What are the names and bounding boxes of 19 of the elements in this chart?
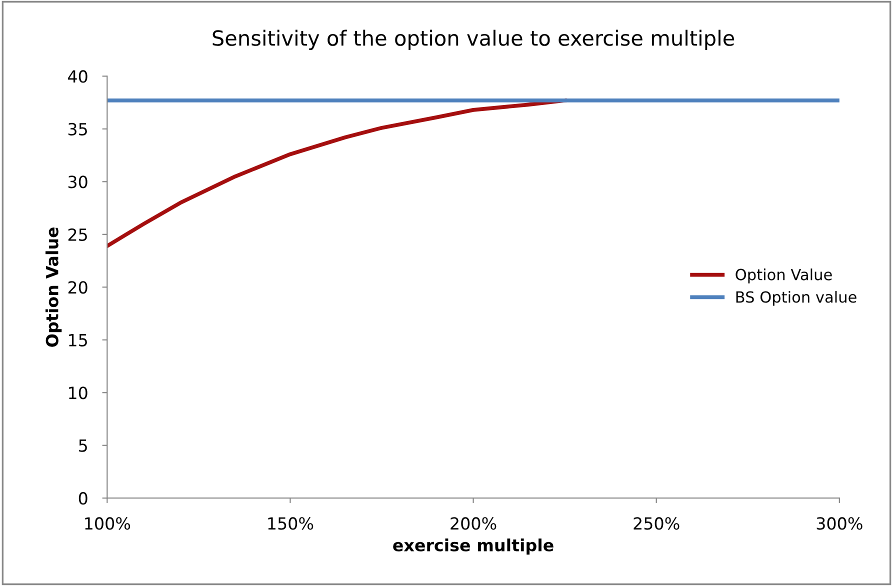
x-tick-label: 200%	[450, 517, 496, 530]
y-tick-label: 0	[78, 492, 88, 505]
y-tick-label: 15	[69, 334, 87, 346]
y-axis-title: Option Value	[46, 227, 62, 347]
chart-title: Sensitivity of the option value to exercise multiple	[212, 30, 734, 50]
y-tick-label: 20	[68, 281, 88, 294]
y-tick-label: 30	[68, 176, 88, 188]
y-tick-label: 10	[69, 386, 88, 400]
legend-label: Option Value	[736, 268, 832, 284]
x-tick-label: 100%	[85, 517, 130, 530]
y-tick-label: 35	[68, 122, 87, 136]
y-tick-label: 40	[68, 70, 88, 83]
x-axis-title: exercise multiple	[393, 538, 554, 555]
x-tick-label: 300%	[816, 517, 862, 530]
y-tick-label: 25	[68, 228, 87, 241]
x-tick-label: 150%	[268, 517, 314, 530]
x-tick-label: 250%	[634, 517, 680, 530]
y-tick-label: 5	[79, 440, 87, 452]
legend-label: BS Option value	[736, 290, 856, 306]
